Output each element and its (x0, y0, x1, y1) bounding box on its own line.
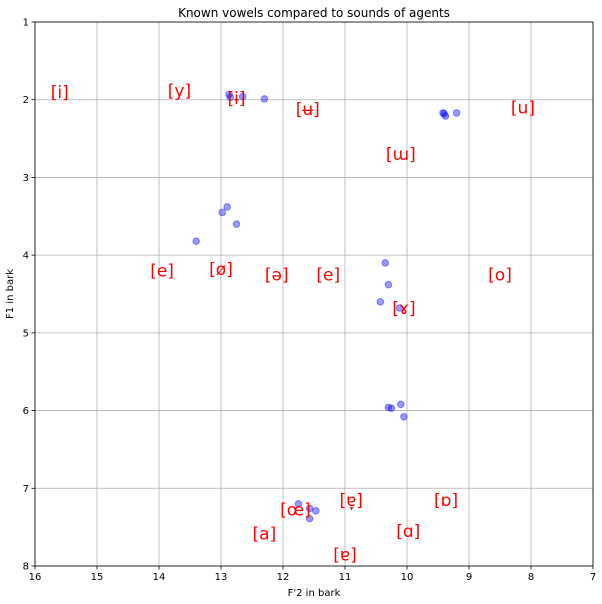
vowel-labels: [i] [y] [ɨ][ʉ] [u][ɯ][e] [ø] [ə] [e] [o][ɤ][œ][… (51, 81, 535, 565)
vowel-label: [ə] (265, 266, 289, 286)
agent-point (397, 400, 405, 409)
agent-point (305, 504, 314, 513)
agent-point (223, 203, 231, 211)
vowel-label: [u] (511, 98, 535, 118)
agent-point (260, 95, 269, 103)
y-axis-label: F1 in bark (5, 269, 16, 319)
vowel-label: [ø] (209, 260, 233, 280)
x-tick-label: 7 (590, 572, 596, 583)
agent-point (441, 112, 450, 120)
y-axis-ticks: 1 2 3 4 5 6 7 8 (23, 18, 35, 573)
vowel-label: [ɒ] (434, 491, 458, 511)
y-tick-label: 1 (23, 18, 29, 29)
plot-frame (34, 21, 594, 567)
y-tick-label: 7 (23, 484, 29, 495)
x-tick-label: 12 (277, 572, 290, 583)
vowel-label: [o] (488, 266, 512, 286)
y-tick-label: 2 (23, 95, 29, 106)
vowel-label: [y] (168, 81, 191, 101)
vowel-label: [i] (51, 83, 69, 103)
x-axis-label: F'2 in bark (288, 588, 341, 599)
x-tick-label: 15 (91, 572, 104, 583)
vowel-label: [ɯ] (386, 145, 416, 165)
vowel-label: [ɐ̞] (339, 491, 362, 511)
vowel-label: [e] (316, 266, 340, 286)
vowel-label: [ɑ] (396, 522, 420, 542)
x-tick-label: 13 (215, 572, 228, 583)
x-tick-label: 14 (153, 572, 166, 583)
agent-point (381, 259, 390, 267)
vowel-label: [e] (150, 262, 174, 282)
agent-point (384, 280, 393, 289)
x-tick-label: 9 (466, 572, 472, 583)
agent-point (452, 109, 461, 117)
agent-point (384, 403, 393, 412)
agent-point (305, 514, 314, 523)
agent-point (218, 208, 227, 217)
x-tick-label: 8 (528, 572, 534, 583)
vowel-label: [ɐ] (333, 545, 356, 565)
vowel-label: [ʉ] (296, 100, 320, 120)
agent-point (225, 90, 233, 99)
vowel-label: [ɨ] (228, 89, 246, 109)
agent-point (395, 304, 404, 312)
vowel-label: [ɤ] (392, 299, 415, 319)
agent-point (387, 404, 396, 413)
y-tick-label: 5 (23, 328, 29, 339)
agent-point (192, 237, 200, 245)
agent-point (312, 507, 320, 515)
y-tick-label: 3 (23, 173, 29, 184)
vowel-label: [œ] (280, 500, 311, 520)
vowel-label: [a] (253, 524, 277, 544)
y-tick-label: 8 (23, 562, 29, 573)
agent-point (232, 220, 241, 228)
x-tick-label: 10 (401, 572, 414, 583)
y-tick-label: 4 (23, 251, 29, 262)
agent-point (226, 93, 235, 102)
x-tick-label: 16 (29, 572, 42, 583)
y-tick-label: 6 (23, 406, 29, 417)
x-axis-ticks: 16 15 14 13 12 11 10 9 8 7 (29, 566, 596, 583)
agent-point (238, 92, 247, 101)
agent-point (440, 109, 449, 118)
agent-points (192, 90, 461, 523)
agent-point (376, 297, 385, 306)
agent-point (400, 412, 408, 421)
x-tick-label: 11 (339, 572, 352, 583)
agent-point (439, 109, 447, 117)
agent-point (294, 500, 303, 508)
chart-title: Known vowels compared to sounds of agent… (178, 6, 450, 20)
